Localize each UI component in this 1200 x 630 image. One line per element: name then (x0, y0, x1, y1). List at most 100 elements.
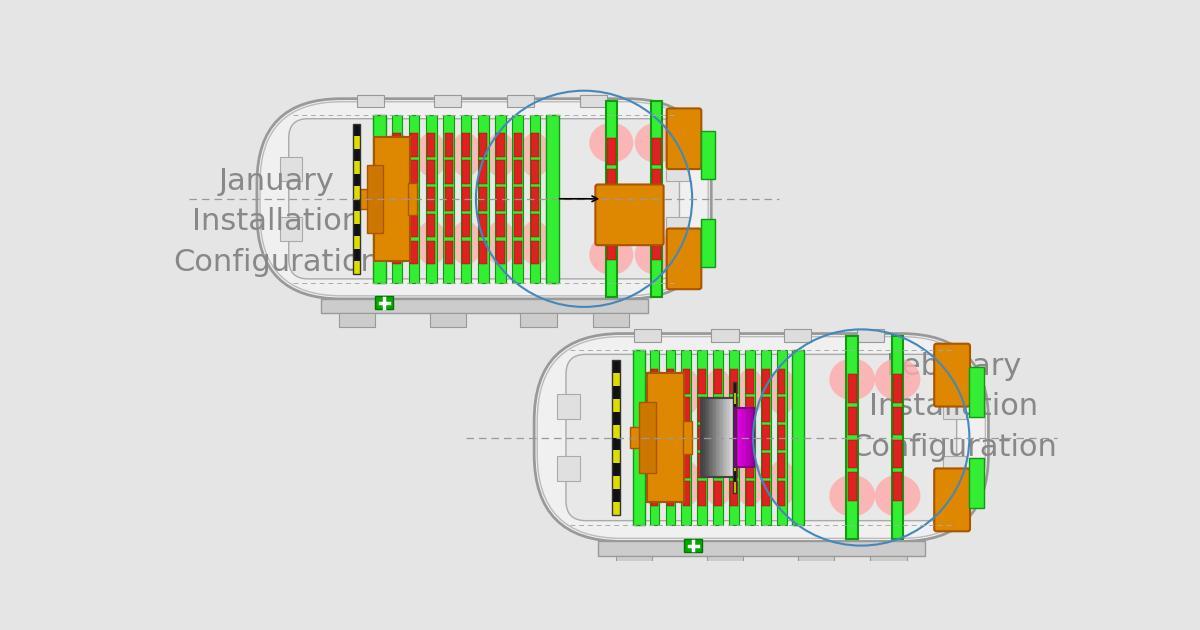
Bar (733, 404, 737, 415)
Bar (462, 133, 470, 157)
Ellipse shape (450, 221, 482, 265)
Ellipse shape (450, 133, 482, 177)
Ellipse shape (589, 235, 634, 275)
Bar (612, 360, 619, 515)
Bar (392, 133, 401, 157)
Bar (320, 299, 648, 313)
Bar (353, 186, 360, 199)
Bar (616, 556, 653, 571)
Bar (762, 369, 769, 394)
Bar (496, 115, 506, 283)
Bar (530, 187, 539, 210)
Bar (857, 329, 884, 342)
Bar (731, 453, 738, 478)
Bar (557, 456, 580, 481)
Bar (698, 481, 706, 506)
Bar (434, 94, 461, 106)
Bar (730, 398, 732, 477)
Bar (612, 490, 619, 503)
Bar (630, 427, 646, 448)
Bar (746, 425, 754, 450)
Bar (353, 261, 360, 274)
Bar (479, 241, 487, 265)
Bar (778, 425, 786, 450)
Bar (733, 393, 737, 404)
Ellipse shape (415, 133, 448, 177)
Bar (698, 398, 706, 421)
Bar (512, 115, 523, 283)
Bar (353, 249, 360, 261)
Ellipse shape (767, 369, 797, 415)
Ellipse shape (380, 221, 413, 265)
Bar (427, 187, 436, 210)
Bar (701, 398, 736, 477)
Bar (353, 174, 360, 186)
FancyBboxPatch shape (289, 118, 679, 279)
Bar (530, 160, 539, 184)
Bar (720, 398, 721, 477)
FancyBboxPatch shape (667, 229, 701, 289)
Bar (612, 450, 619, 464)
Text: February
Installation
Configuration: February Installation Configuration (851, 352, 1057, 462)
Bar (762, 481, 769, 506)
Bar (514, 187, 522, 210)
Bar (353, 236, 360, 249)
Bar (612, 399, 619, 411)
Ellipse shape (640, 461, 670, 506)
Bar (744, 408, 745, 467)
Bar (506, 94, 534, 106)
Bar (634, 350, 643, 525)
Bar (683, 425, 690, 450)
Bar (580, 94, 607, 106)
Bar (650, 369, 659, 394)
Bar (353, 161, 360, 174)
Bar (731, 369, 738, 394)
Bar (353, 123, 360, 136)
Bar (762, 398, 769, 421)
Bar (410, 160, 419, 184)
Bar (666, 217, 689, 241)
Bar (714, 481, 722, 506)
Bar (367, 164, 383, 233)
Ellipse shape (485, 133, 516, 177)
Bar (514, 133, 522, 157)
Bar (733, 482, 737, 493)
Bar (598, 541, 925, 556)
Bar (776, 350, 787, 525)
Bar (462, 160, 470, 184)
FancyBboxPatch shape (257, 99, 712, 299)
Bar (684, 539, 702, 552)
Bar (392, 241, 401, 265)
Bar (710, 398, 712, 477)
Bar (529, 115, 540, 283)
Bar (702, 398, 703, 477)
Ellipse shape (640, 369, 670, 415)
Bar (462, 214, 470, 238)
Ellipse shape (703, 461, 733, 506)
Bar (731, 398, 738, 421)
Bar (847, 440, 857, 468)
Bar (847, 374, 857, 403)
Bar (746, 398, 754, 421)
Bar (514, 160, 522, 184)
Bar (716, 398, 718, 477)
Bar (392, 160, 401, 184)
Bar (392, 214, 401, 238)
Bar (612, 503, 619, 515)
Bar (701, 219, 714, 267)
Bar (725, 398, 726, 477)
Bar (652, 101, 662, 297)
Ellipse shape (736, 461, 764, 506)
Bar (943, 394, 966, 419)
Bar (739, 408, 740, 467)
Bar (353, 199, 360, 211)
Bar (607, 232, 616, 260)
FancyBboxPatch shape (935, 344, 970, 406)
Bar (612, 411, 619, 425)
Bar (701, 131, 714, 179)
Bar (546, 115, 559, 283)
Bar (713, 398, 715, 477)
Bar (746, 408, 748, 467)
Text: January
Installation
Configuration: January Installation Configuration (173, 167, 379, 277)
FancyBboxPatch shape (595, 185, 664, 245)
